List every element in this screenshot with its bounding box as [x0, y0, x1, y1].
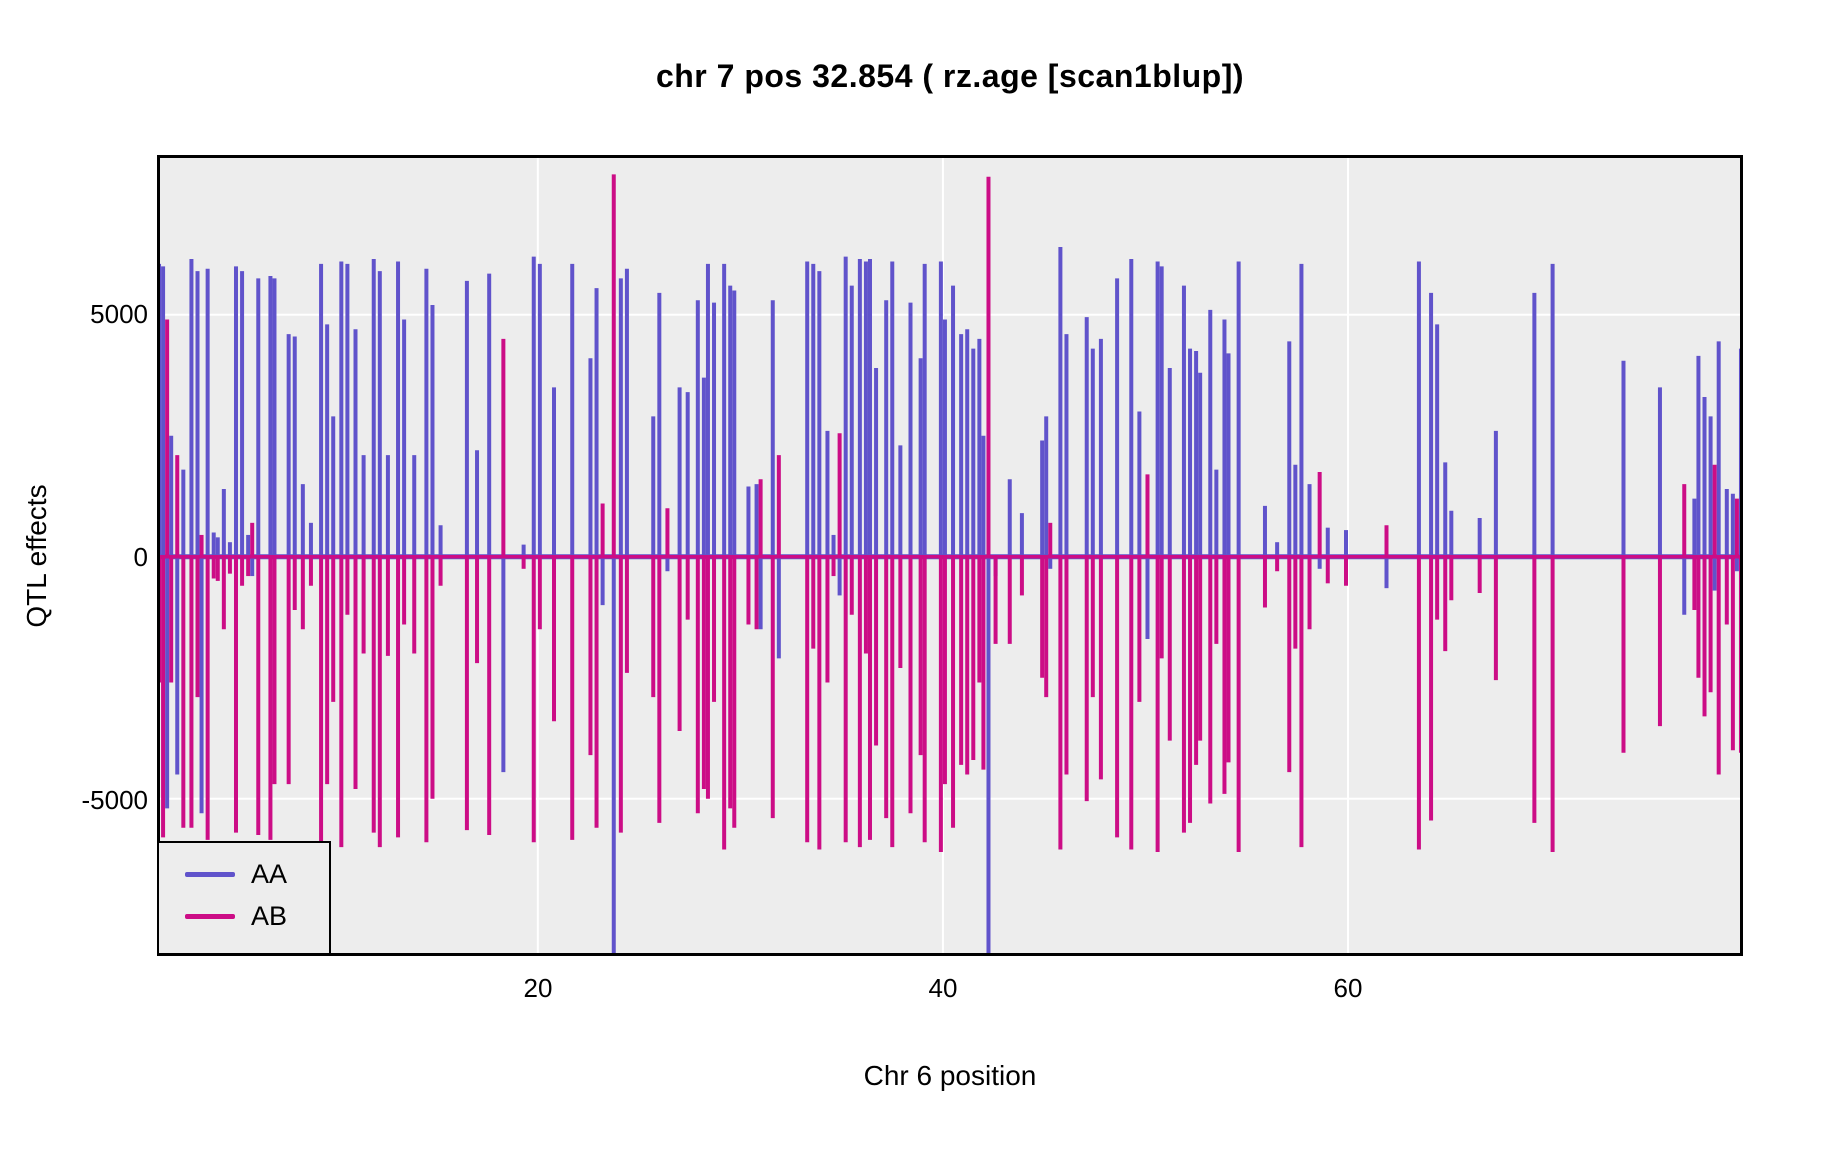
x-tick-label-60: 60	[1333, 973, 1363, 1003]
plot-border	[157, 155, 1743, 956]
legend-label-aa: AA	[251, 858, 288, 889]
plot-area	[157, 155, 1743, 956]
legend: AA AB	[157, 841, 331, 955]
legend-item-aa: AA	[159, 857, 329, 891]
y-tick-label-neg5000: -5000	[81, 785, 149, 815]
ab-series-spikes	[157, 174, 1743, 852]
legend-label-ab: AB	[251, 900, 288, 931]
x-tick-label-20: 20	[523, 973, 553, 1003]
ab-line-swatch	[185, 913, 235, 919]
aa-series-spikes	[157, 246, 1743, 954]
legend-item-ab: AB	[159, 899, 329, 933]
qtl-effects-chart	[157, 155, 1743, 956]
chart-title: chr 7 pos 32.854 ( rz.age [scan1blup])	[655, 58, 1245, 94]
y-tick-label-0: 0	[133, 542, 148, 572]
aa-line-swatch	[185, 871, 235, 877]
y-tick-label-5000: 5000	[90, 299, 148, 329]
x-tick-label-40: 40	[928, 973, 958, 1003]
x-axis-title: Chr 6 position	[863, 1060, 1037, 1091]
